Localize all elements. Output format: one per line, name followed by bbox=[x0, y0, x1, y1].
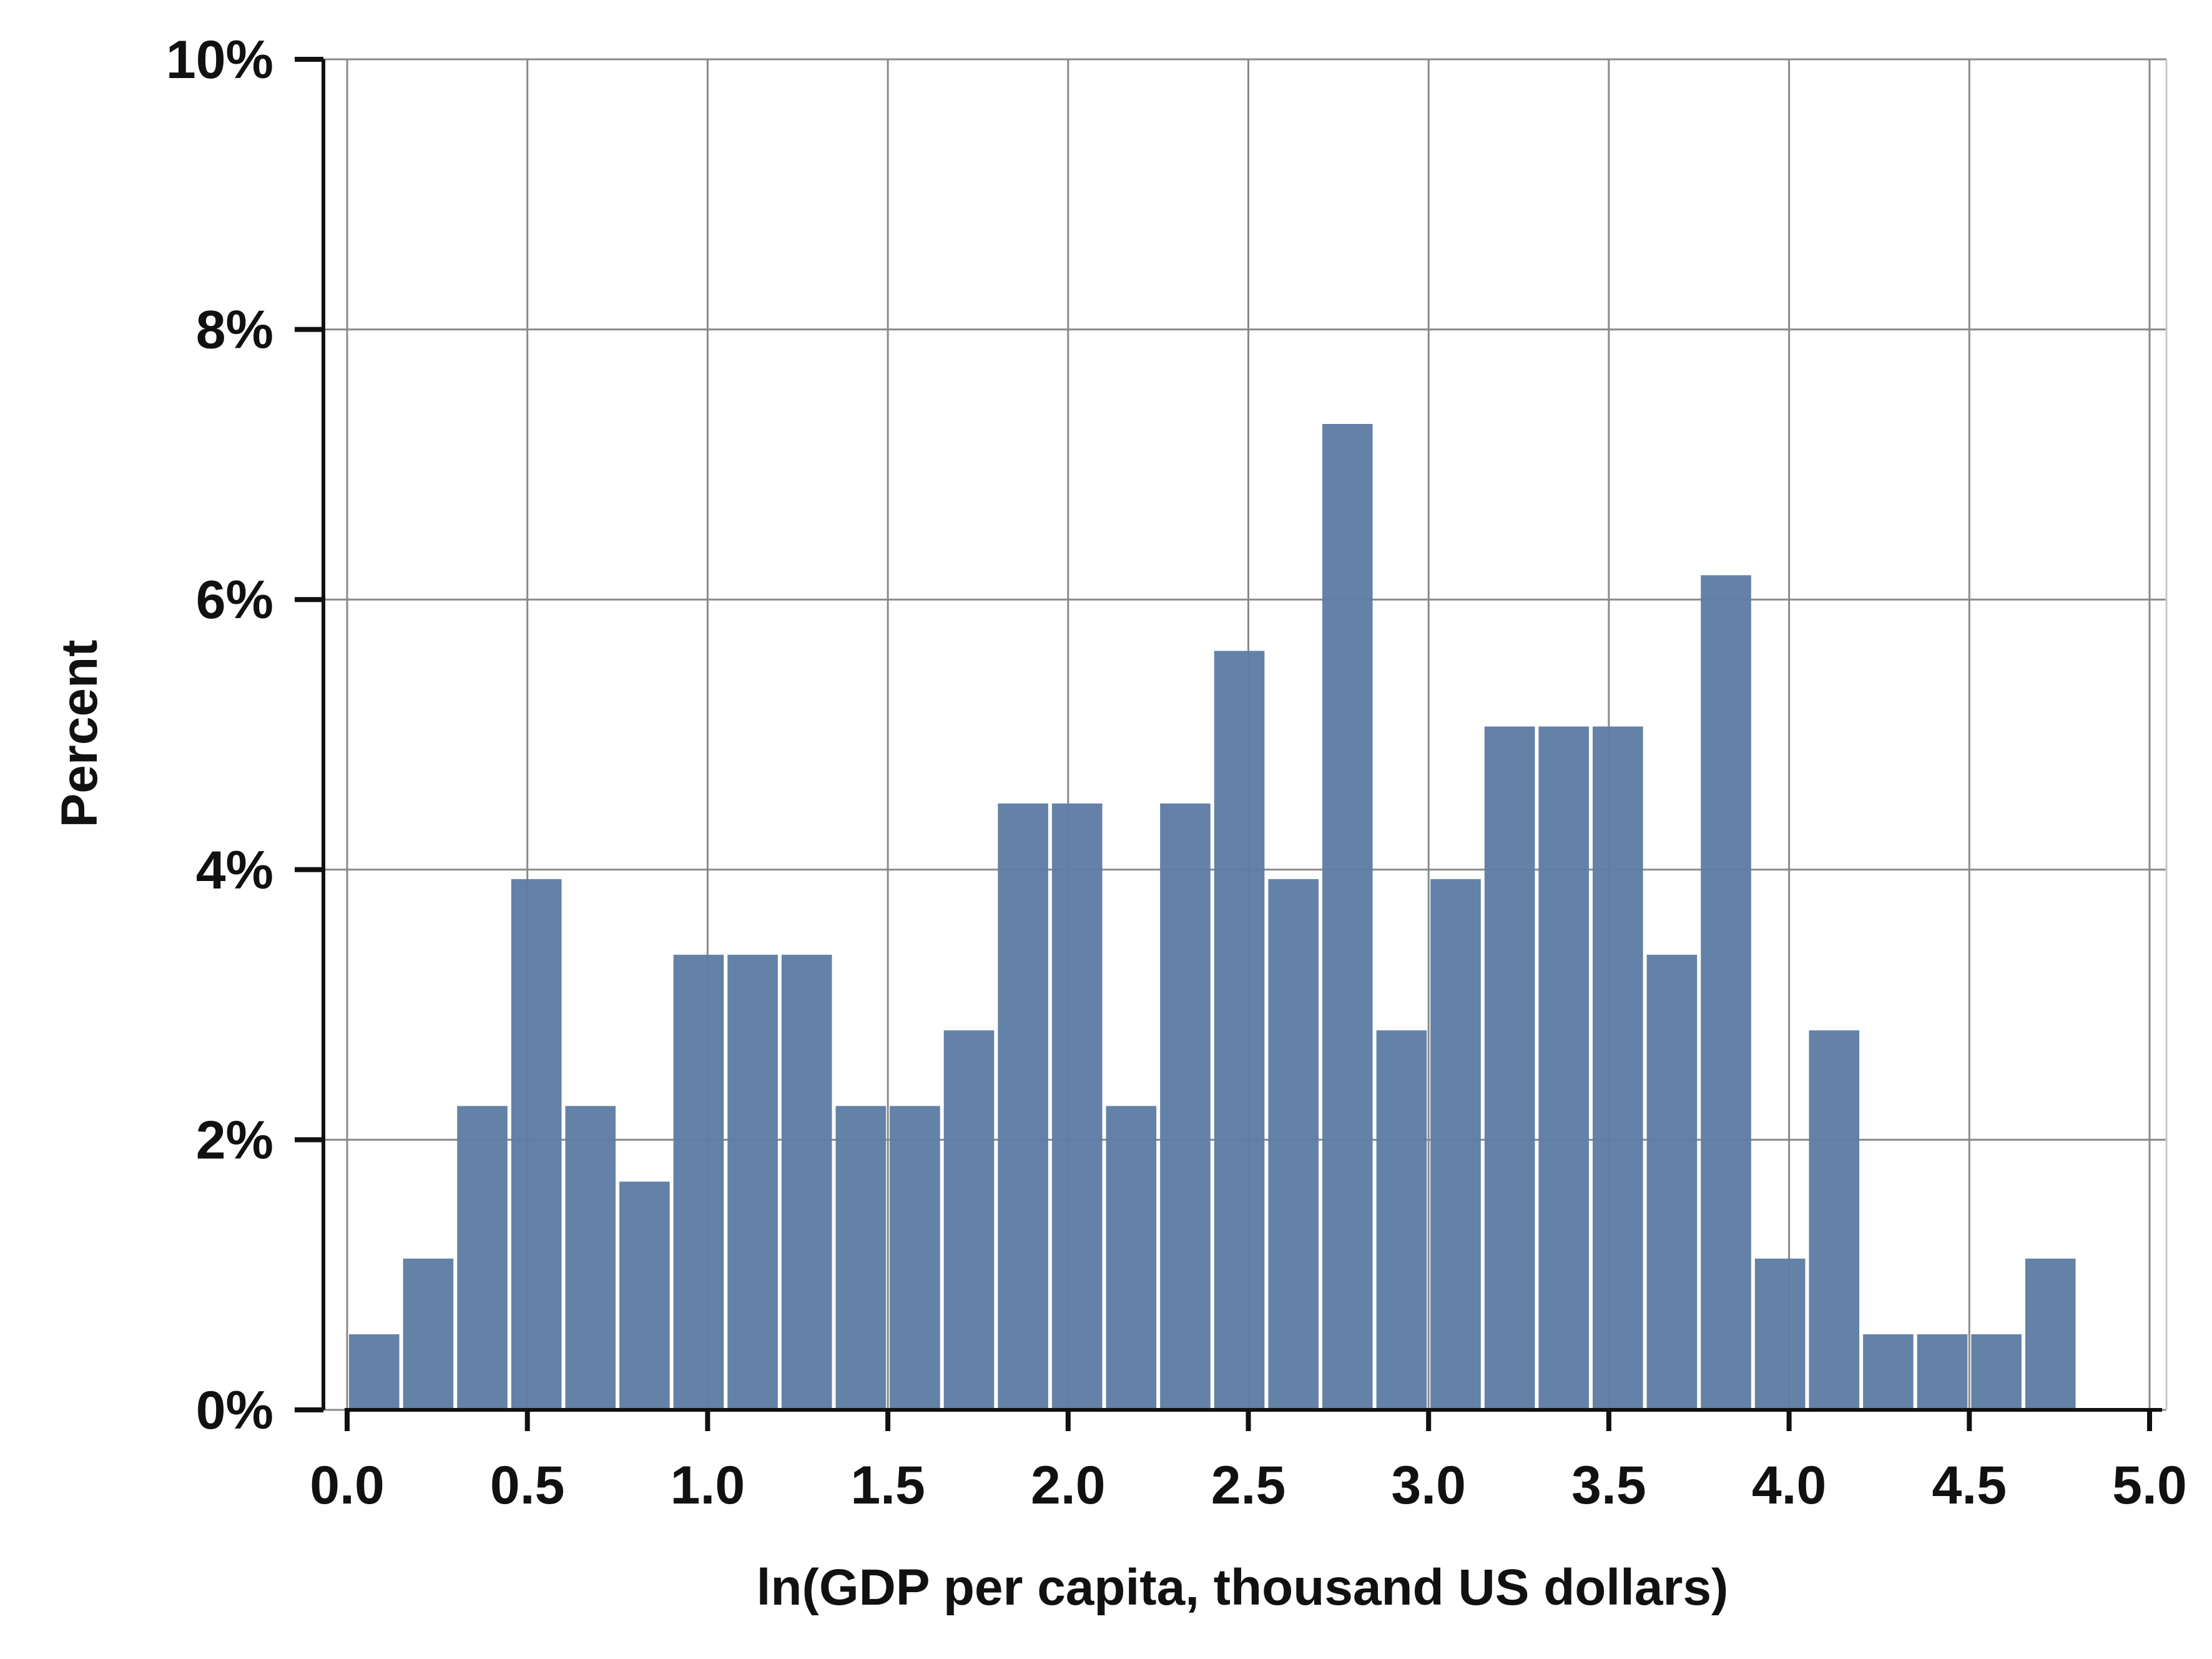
histogram-bar bbox=[835, 1106, 887, 1410]
histogram-bar bbox=[403, 1258, 454, 1410]
x-tick-label: 2.0 bbox=[1031, 1455, 1106, 1515]
histogram-bar bbox=[565, 1106, 616, 1410]
x-tick-label: 1.5 bbox=[850, 1455, 925, 1515]
y-tick-label: 0% bbox=[196, 1381, 273, 1440]
histogram-bar bbox=[943, 1030, 995, 1410]
histogram-bar bbox=[727, 955, 778, 1410]
histogram-bar bbox=[1971, 1334, 2022, 1410]
histogram-bar bbox=[998, 803, 1048, 1410]
histogram-bar bbox=[673, 955, 724, 1410]
histogram-bar bbox=[1160, 803, 1211, 1410]
histogram-bar bbox=[1430, 879, 1481, 1410]
x-axis-title: ln(GDP per capita, thousand US dollars) bbox=[757, 1559, 1729, 1616]
histogram-bar bbox=[1809, 1030, 1860, 1410]
histogram-bar bbox=[457, 1106, 508, 1410]
x-tick-label: 1.0 bbox=[671, 1455, 745, 1515]
histogram-bar bbox=[1701, 575, 1751, 1410]
x-axis-ticks: 0.0 0.5 1.0 1.5 2.0 2.5 3.0 3.5 4.0 4.5 5.0 bbox=[310, 1410, 2187, 1515]
y-axis-title: Percent bbox=[51, 640, 108, 828]
x-tick-label: 3.5 bbox=[1571, 1455, 1646, 1515]
histogram-bar bbox=[1214, 651, 1265, 1410]
histogram-bar bbox=[890, 1106, 940, 1410]
histogram-bar bbox=[1051, 803, 1103, 1410]
histogram-bar bbox=[2025, 1258, 2076, 1410]
x-tick-label: 5.0 bbox=[2112, 1455, 2187, 1515]
histogram-bar bbox=[1917, 1334, 1968, 1410]
histogram-bar bbox=[1593, 726, 1643, 1410]
histogram-bar bbox=[349, 1334, 400, 1410]
y-axis-ticks: 0% 2% 4% 6% 8% 10% bbox=[166, 30, 323, 1440]
y-tick-label: 6% bbox=[196, 570, 273, 630]
x-tick-label: 2.5 bbox=[1211, 1455, 1286, 1515]
x-tick-label: 0.5 bbox=[490, 1455, 565, 1515]
histogram-bar bbox=[1754, 1258, 1806, 1410]
histogram-bar bbox=[1106, 1106, 1157, 1410]
histogram-bar bbox=[1646, 955, 1698, 1410]
histogram-bar bbox=[619, 1181, 670, 1410]
x-tick-label: 4.0 bbox=[1752, 1455, 1827, 1515]
histogram-bar bbox=[1376, 1030, 1427, 1410]
y-tick-label: 10% bbox=[166, 30, 273, 90]
bars bbox=[349, 424, 2076, 1410]
histogram-bar bbox=[1538, 726, 1590, 1410]
histogram-bar bbox=[1322, 424, 1373, 1410]
histogram-bar bbox=[1484, 726, 1535, 1410]
histogram-bar bbox=[1863, 1334, 1914, 1410]
histogram-bar bbox=[511, 879, 562, 1410]
y-tick-label: 2% bbox=[196, 1110, 273, 1170]
histogram-bar bbox=[1268, 879, 1319, 1410]
axes bbox=[322, 59, 2162, 1412]
x-tick-label: 3.0 bbox=[1391, 1455, 1466, 1515]
x-tick-label: 0.0 bbox=[310, 1455, 385, 1515]
x-tick-label: 4.5 bbox=[1932, 1455, 2007, 1515]
y-tick-label: 4% bbox=[196, 840, 273, 900]
y-tick-label: 8% bbox=[196, 300, 273, 360]
histogram-bar bbox=[781, 955, 832, 1410]
